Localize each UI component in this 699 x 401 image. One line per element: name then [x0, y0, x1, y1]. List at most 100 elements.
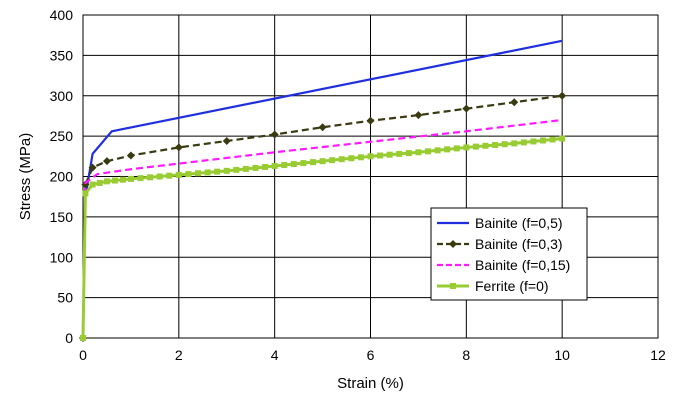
legend-label: Bainite (f=0,5): [475, 215, 563, 231]
data-point: [281, 162, 288, 169]
data-point: [338, 156, 345, 163]
x-axis-title: Strain (%): [337, 375, 404, 392]
series-1: [79, 91, 567, 342]
data-point: [147, 174, 154, 181]
data-point: [463, 144, 470, 151]
legend-item: Ferrite (f=0): [437, 278, 549, 294]
data-point: [223, 167, 230, 174]
data-point: [511, 140, 518, 147]
y-tick-label: 50: [57, 290, 73, 306]
series-line: [81, 118, 563, 339]
data-point: [111, 177, 118, 184]
data-point: [166, 172, 173, 179]
data-point: [453, 145, 460, 152]
y-tick-label: 150: [50, 209, 74, 225]
x-tick-label: 10: [554, 347, 570, 363]
data-point: [530, 138, 537, 145]
data-point: [396, 150, 403, 157]
data-point: [80, 335, 86, 341]
data-point: [318, 123, 327, 132]
data-point: [492, 142, 499, 149]
data-point: [156, 173, 163, 180]
x-tick-label: 6: [367, 347, 375, 363]
tick-labels: 0 50 100 150 200 250 300 350 400 0 2 4 6 8 10 12: [50, 7, 666, 363]
x-tick-label: 8: [462, 347, 470, 363]
legend-label: Ferrite (f=0): [475, 278, 549, 294]
data-point: [137, 175, 144, 182]
legend: Bainite (f=0,5) Bainite (f=0,3) Bainite (f…: [430, 207, 588, 301]
data-series: [79, 39, 567, 342]
legend-marker: [449, 240, 457, 248]
data-point: [386, 151, 393, 158]
data-point: [559, 135, 566, 142]
data-point: [175, 171, 182, 178]
data-point: [310, 159, 316, 166]
data-point: [102, 157, 111, 166]
data-point: [204, 169, 211, 176]
data-point: [89, 181, 96, 188]
data-point: [366, 116, 375, 125]
data-point: [319, 158, 326, 165]
x-tick-label: 2: [175, 347, 183, 363]
data-point: [262, 163, 269, 170]
data-point: [88, 163, 97, 172]
data-point: [367, 153, 374, 160]
y-tick-label: 0: [65, 330, 73, 346]
data-point: [434, 147, 441, 154]
y-axis-title: Stress (MPa): [17, 133, 34, 221]
data-point: [103, 178, 110, 185]
data-point: [119, 176, 126, 183]
y-tick-label: 300: [50, 88, 74, 104]
data-point: [462, 104, 471, 113]
y-tick-label: 350: [50, 47, 74, 63]
data-point: [540, 137, 546, 144]
y-tick-label: 100: [50, 249, 74, 265]
data-point: [214, 168, 221, 175]
data-point: [558, 91, 567, 100]
data-point: [357, 154, 364, 161]
data-point: [501, 141, 508, 148]
data-point: [482, 142, 489, 149]
data-point: [520, 139, 527, 146]
data-point: [377, 152, 384, 159]
data-point: [174, 143, 183, 152]
legend-item: Bainite (f=0,5): [437, 215, 563, 231]
data-point: [96, 179, 103, 186]
legend-label: Bainite (f=0,3): [475, 236, 563, 252]
data-point: [233, 166, 240, 173]
data-point: [195, 170, 201, 177]
series-3: [80, 135, 566, 341]
series-2: [81, 118, 563, 339]
series-line: [81, 94, 563, 339]
data-point: [242, 165, 249, 172]
data-point: [82, 190, 89, 197]
data-point: [348, 155, 355, 162]
legend-item: Bainite (f=0,15): [437, 257, 570, 273]
y-tick-label: 250: [50, 128, 74, 144]
plot-frame: [82, 14, 659, 339]
x-tick-label: 12: [650, 347, 666, 363]
y-tick-label: 200: [50, 169, 74, 185]
data-point: [415, 149, 422, 156]
x-tick-label: 0: [79, 347, 87, 363]
data-point: [329, 157, 336, 164]
data-point: [510, 98, 519, 107]
y-tick-label: 400: [50, 7, 74, 23]
data-point: [127, 175, 134, 182]
data-point: [472, 143, 479, 150]
data-point: [270, 130, 279, 139]
x-tick-label: 4: [271, 347, 279, 363]
data-point: [549, 136, 556, 143]
legend-marker: [450, 283, 456, 289]
data-point: [185, 171, 192, 178]
data-point: [126, 151, 135, 160]
legend-label: Bainite (f=0,15): [475, 257, 570, 273]
data-point: [222, 136, 231, 145]
data-point: [300, 160, 307, 167]
data-point: [414, 111, 423, 120]
data-point: [290, 161, 297, 168]
legend-item: Bainite (f=0,3): [437, 236, 563, 252]
data-point: [271, 163, 278, 170]
data-point: [444, 146, 451, 153]
